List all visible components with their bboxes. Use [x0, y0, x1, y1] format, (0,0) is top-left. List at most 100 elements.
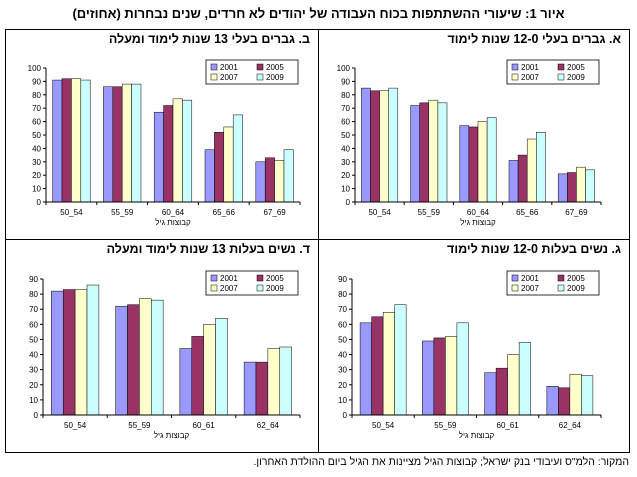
- y-tick-label: 90: [32, 77, 41, 86]
- chart-men-high-edu: 0 10 20 30 40 50 60 70 80 90 100 50_54 55_59 60_64 65_…: [28, 59, 301, 227]
- bar-2001-65_66: [204, 149, 215, 203]
- legend-box: [205, 59, 299, 85]
- y-tick-label: 40: [341, 144, 350, 153]
- bar-2001-55_59: [115, 305, 128, 416]
- figure-title: איור 1: שיעורי ההשתתפות בכוח העבודה של י…: [72, 6, 565, 21]
- y-tick-label: 20: [341, 171, 350, 180]
- legend-swatch: [511, 73, 519, 81]
- bar-2009-60_64: [182, 99, 193, 203]
- source-note: המקור: הלמ"ס ועיבודי בנק ישראל; קבוצות ה…: [253, 456, 629, 468]
- panel-title: ב. גברים בעלי 13 שנות לימוד ומעלה: [108, 32, 310, 46]
- legend-swatch: [557, 284, 565, 292]
- category-label: 62_64: [559, 421, 582, 430]
- category-label: 60_64: [162, 208, 185, 217]
- bar-2009-55_59: [456, 322, 469, 416]
- y-tick-label: 60: [341, 118, 350, 127]
- y-tick-label: 0: [34, 411, 39, 420]
- bar-2009-50_54: [388, 87, 399, 203]
- legend-swatch: [511, 274, 519, 282]
- bar-2009-62_64: [581, 375, 594, 416]
- bar-2009-60_64: [486, 117, 497, 203]
- y-tick-label: 30: [29, 366, 38, 375]
- bar-2005-50_54: [370, 90, 380, 203]
- bar-2007-65_66: [223, 126, 234, 203]
- panel-title: א. גברים בעלי 12-0 שנות לימוד: [447, 32, 621, 46]
- x-axis-label: קבוצות גיל: [155, 218, 191, 227]
- bar-2009-65_66: [536, 132, 546, 203]
- y-tick-label: 70: [338, 305, 347, 314]
- bar-2007-60_64: [477, 121, 488, 203]
- y-tick-label: 0: [37, 198, 42, 207]
- bar-2007-50_54: [382, 311, 395, 416]
- legend-swatch: [511, 284, 519, 292]
- legend-label: 2005: [567, 274, 585, 283]
- legend-label: 2005: [266, 63, 284, 72]
- bar-2007-65_66: [526, 138, 537, 203]
- bar-2001-60_64: [153, 111, 164, 203]
- y-tick-label: 20: [29, 381, 38, 390]
- bar-2001-60_61: [179, 348, 192, 416]
- x-axis-label: קבוצות גיל: [460, 218, 496, 227]
- bar-2001-62_64: [546, 386, 559, 416]
- bar-2001-65_66: [508, 160, 519, 203]
- bar-2001-55_59: [410, 105, 420, 203]
- bar-2009-50_54: [86, 284, 100, 416]
- category-label: 50_54: [60, 208, 83, 217]
- category-label: 50_54: [372, 421, 395, 430]
- y-tick-label: 50: [341, 131, 350, 140]
- bar-2007-50_54: [74, 289, 88, 416]
- bar-2005-60_64: [468, 126, 479, 203]
- bar-2007-55_59: [121, 83, 132, 203]
- panel-title: ג. נשים בעלות 12-0 שנות לימוד: [447, 242, 621, 256]
- bar-2009-65_66: [232, 114, 243, 203]
- bar-2005-65_66: [214, 132, 225, 203]
- panel-divider-horizontal: [6, 239, 629, 240]
- y-tick-label: 40: [338, 351, 347, 360]
- y-tick-label: 30: [338, 366, 347, 375]
- legend-label: 2007: [521, 284, 539, 293]
- legend-label: 2009: [567, 73, 585, 82]
- legend-label: 2007: [521, 73, 539, 82]
- chart-women-high-edu: 0 10 20 30 40 50 60 70 80 90 50_54 55_59 60_61 62_64 ק…: [29, 270, 301, 440]
- y-tick-label: 40: [29, 351, 38, 360]
- chart-grid: א. גברים בעלי 12-0 שנות לימוד 0 10 20 30 40 5…: [5, 29, 630, 453]
- bar-2005-60_61: [495, 367, 508, 416]
- bar-2007-60_61: [507, 354, 520, 416]
- legend-label: 2001: [220, 63, 238, 72]
- y-tick-label: 60: [338, 320, 347, 329]
- bar-2005-55_59: [419, 102, 430, 203]
- y-tick-label: 30: [341, 158, 350, 167]
- y-tick-label: 70: [341, 104, 350, 113]
- y-tick-label: 10: [338, 396, 347, 405]
- bar-2001-60_64: [459, 125, 470, 203]
- y-tick-label: 60: [32, 118, 41, 127]
- legend-swatch: [210, 73, 218, 81]
- bar-2001-62_64: [243, 361, 257, 416]
- category-label: 55_59: [128, 421, 151, 430]
- legend-swatch: [557, 63, 565, 71]
- bar-2009-50_54: [80, 79, 91, 203]
- legend-label: 2009: [567, 284, 585, 293]
- bar-2005-65_66: [517, 154, 528, 203]
- legend-swatch: [210, 63, 218, 71]
- y-tick-label: 60: [29, 320, 38, 329]
- y-tick-label: 0: [346, 198, 351, 207]
- bar-2005-62_64: [255, 361, 269, 416]
- panel-women-low-edu: ג. נשים בעלות 12-0 שנות לימוד 0 10 20 30 40 5…: [319, 240, 629, 452]
- legend-swatch: [256, 73, 264, 81]
- category-label: 60_61: [193, 421, 216, 430]
- bar-2007-67_69: [274, 160, 285, 203]
- y-tick-label: 20: [338, 381, 347, 390]
- bar-2007-55_59: [428, 99, 439, 203]
- y-tick-label: 30: [32, 158, 41, 167]
- bar-2009-67_69: [283, 149, 294, 203]
- panel-women-high-edu: ד. נשים בעלות 13 שנות לימוד ומעלה 0 10 20 3…: [6, 240, 318, 452]
- y-tick-label: 70: [32, 104, 41, 113]
- legend-label: 2001: [521, 63, 539, 72]
- bar-2005-50_54: [62, 289, 76, 416]
- bar-2001-55_59: [103, 86, 114, 203]
- y-tick-label: 0: [343, 411, 348, 420]
- legend-label: 2007: [220, 73, 238, 82]
- y-tick-label: 100: [337, 64, 351, 73]
- bar-2007-60_61: [203, 324, 216, 416]
